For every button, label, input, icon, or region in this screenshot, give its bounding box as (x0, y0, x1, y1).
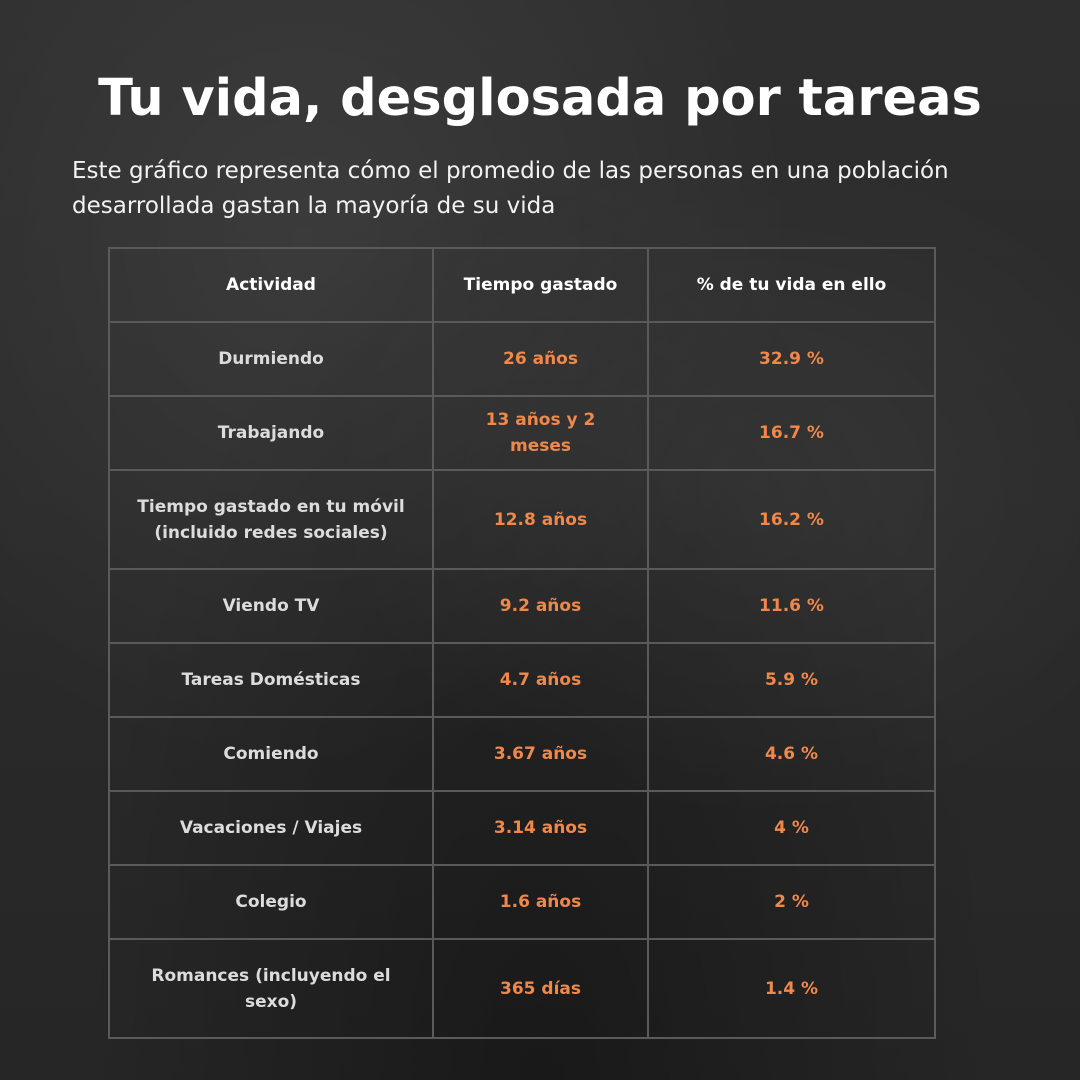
activity-cell: Trabajando (108, 395, 434, 471)
time-cell: 13 años y 2 meses (432, 395, 649, 471)
time-cell: 12.8 años (432, 469, 649, 570)
activity-cell: Durmiendo (108, 321, 434, 397)
time-cell: 3.14 años (432, 790, 649, 866)
time-cell: 26 años (432, 321, 649, 397)
table-row: Colegio 1.6 años 2 % (108, 864, 936, 940)
percent-cell: 5.9 % (647, 642, 936, 718)
activity-cell: Colegio (108, 864, 434, 940)
activity-table: Actividad Tiempo gastado % de tu vida en… (108, 247, 936, 1039)
page-title: Tu vida, desglosada por tareas (98, 69, 982, 128)
table-row: Viendo TV 9.2 años 11.6 % (108, 568, 936, 644)
activity-cell: Romances (incluyendo el sexo) (108, 938, 434, 1039)
time-cell: 1.6 años (432, 864, 649, 940)
percent-cell: 16.2 % (647, 469, 936, 570)
page-subtitle: Este gráfico representa cómo el promedio… (72, 158, 949, 219)
table-row: Tareas Domésticas 4.7 años 5.9 % (108, 642, 936, 718)
table-row: Tiempo gastado en tu móvil (incluido red… (108, 469, 936, 570)
percent-cell: 32.9 % (647, 321, 936, 397)
table-row: Durmiendo 26 años 32.9 % (108, 321, 936, 397)
percent-cell: 1.4 % (647, 938, 936, 1039)
activity-cell: Tiempo gastado en tu móvil (incluido red… (108, 469, 434, 570)
table-row: Vacaciones / Viajes 3.14 años 4 % (108, 790, 936, 866)
table-row: Comiendo 3.67 años 4.6 % (108, 716, 936, 792)
activity-cell: Comiendo (108, 716, 434, 792)
activity-cell: Viendo TV (108, 568, 434, 644)
percent-cell: 4 % (647, 790, 936, 866)
percent-cell: 4.6 % (647, 716, 936, 792)
percent-cell: 11.6 % (647, 568, 936, 644)
percent-cell: 2 % (647, 864, 936, 940)
column-header-time: Tiempo gastado (432, 247, 649, 323)
column-header-activity: Actividad (108, 247, 434, 323)
column-header-percent: % de tu vida en ello (647, 247, 936, 323)
time-cell: 4.7 años (432, 642, 649, 718)
activity-cell: Tareas Domésticas (108, 642, 434, 718)
activity-cell: Vacaciones / Viajes (108, 790, 434, 866)
table-header-row: Actividad Tiempo gastado % de tu vida en… (108, 247, 936, 323)
time-cell: 3.67 años (432, 716, 649, 792)
time-cell: 9.2 años (432, 568, 649, 644)
time-cell: 365 días (432, 938, 649, 1039)
table-row: Trabajando 13 años y 2 meses 16.7 % (108, 395, 936, 471)
table-row: Romances (incluyendo el sexo) 365 días 1… (108, 938, 936, 1039)
percent-cell: 16.7 % (647, 395, 936, 471)
